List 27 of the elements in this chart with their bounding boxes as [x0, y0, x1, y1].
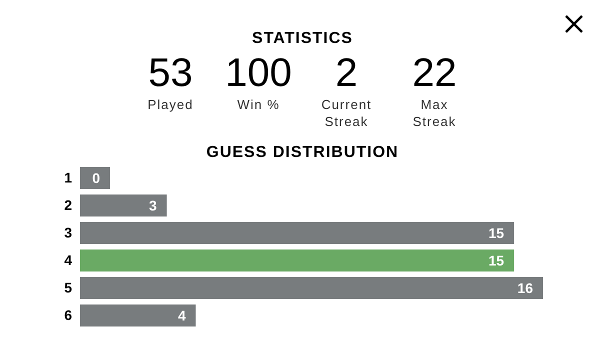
y-tick-label: 3: [64, 224, 72, 241]
y-tick-label: 6: [64, 307, 72, 324]
y-tick-label: 5: [64, 280, 72, 296]
chart-title: GUESS DISTRIBUTION: [205, 144, 400, 162]
y-tick-label: 2: [64, 197, 72, 214]
y-tick-label: 4: [64, 252, 72, 268]
data-label: 15: [488, 252, 504, 268]
data-label: 100: [225, 50, 292, 96]
category-label: Win %: [237, 96, 280, 113]
category-label: Played: [148, 96, 194, 113]
bar: [80, 194, 167, 216]
bar: [80, 304, 196, 326]
data-label: 3: [149, 198, 158, 214]
data-label: 2: [335, 50, 358, 96]
data-label: 16: [517, 280, 534, 296]
category-label: Current Streak: [320, 96, 373, 130]
category-label: Max Streak: [412, 96, 458, 130]
y-tick-label: 1: [64, 170, 72, 186]
bar: [80, 250, 514, 272]
bar: [80, 222, 514, 244]
data-label: 0: [92, 170, 100, 186]
data-label: 4: [178, 308, 186, 324]
data-label: 53: [148, 50, 193, 96]
text: STATISTICS: [251, 30, 354, 48]
bar: [80, 277, 543, 299]
data-label: 15: [488, 225, 504, 241]
data-label: 22: [412, 50, 457, 96]
